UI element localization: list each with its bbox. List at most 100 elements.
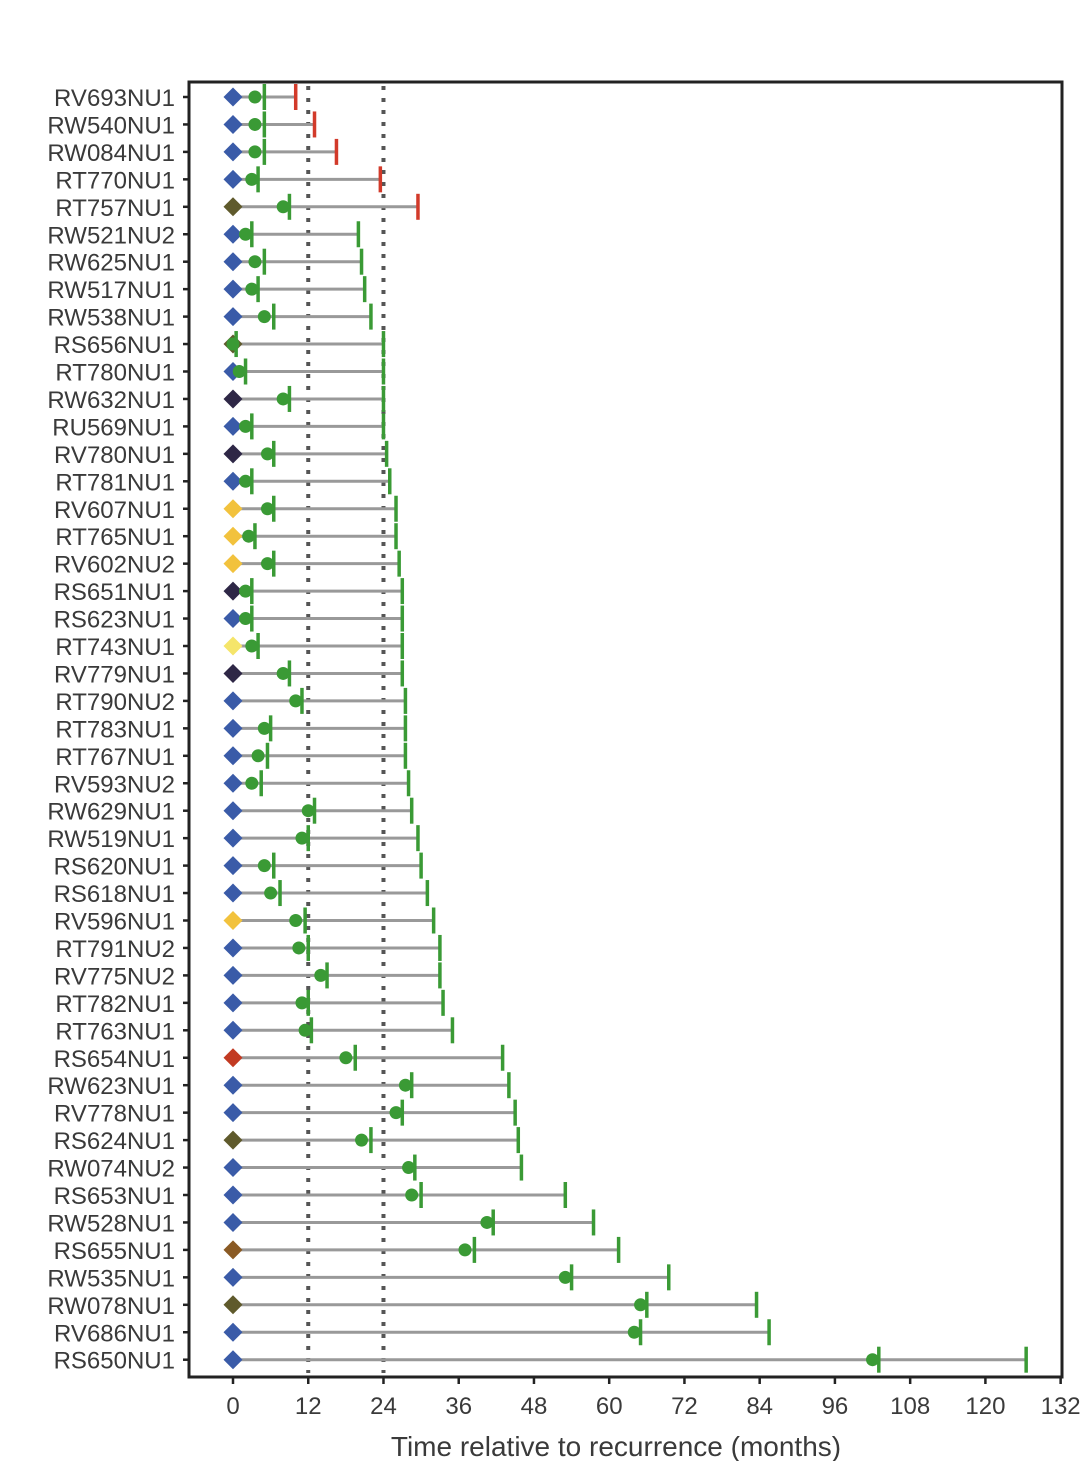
swimmer-row-RW521NU2: RW521NU2 bbox=[47, 221, 361, 249]
event-dot bbox=[257, 721, 271, 735]
event-dot bbox=[245, 776, 259, 790]
baseline-marker bbox=[223, 389, 243, 409]
row-label: RW517NU1 bbox=[47, 277, 175, 304]
baseline-marker bbox=[223, 1103, 243, 1123]
swimmer-row-RU569NU1: RU569NU1 bbox=[52, 413, 386, 441]
event-dot bbox=[239, 584, 253, 598]
swimmer-row-RT743NU1: RT743NU1 bbox=[55, 633, 405, 661]
row-label: RW625NU1 bbox=[47, 250, 175, 277]
event-dot bbox=[264, 886, 278, 900]
swimmer-row-RW629NU1: RW629NU1 bbox=[47, 797, 414, 826]
x-tick-label: 96 bbox=[822, 1393, 849, 1420]
swimmer-row-RS651NU1: RS651NU1 bbox=[54, 578, 405, 606]
baseline-marker bbox=[223, 801, 243, 821]
swimmer-row-RW528NU1: RW528NU1 bbox=[47, 1209, 596, 1237]
row-label: RV775NU2 bbox=[54, 963, 175, 990]
swimmer-row-RW519NU1: RW519NU1 bbox=[47, 825, 420, 853]
swimmer-row-RW538NU1: RW538NU1 bbox=[47, 303, 373, 332]
row-label: RU569NU1 bbox=[52, 414, 175, 441]
event-dot bbox=[301, 804, 315, 818]
baseline-marker bbox=[223, 1350, 243, 1370]
swimmer-row-RS623NU1: RS623NU1 bbox=[54, 605, 405, 634]
event-dot bbox=[276, 392, 290, 406]
row-label: RW535NU1 bbox=[47, 1265, 175, 1292]
event-dot bbox=[245, 172, 259, 186]
row-label: RV779NU1 bbox=[54, 661, 175, 688]
baseline-marker bbox=[223, 1322, 243, 1342]
baseline-marker bbox=[223, 1158, 243, 1178]
swimmer-row-RS624NU1: RS624NU1 bbox=[54, 1127, 521, 1155]
swimmer-row-RW625NU1: RW625NU1 bbox=[47, 248, 364, 277]
swimmer-row-RS620NU1: RS620NU1 bbox=[54, 852, 423, 881]
swimmer-row-RS655NU1: RS655NU1 bbox=[54, 1236, 621, 1265]
baseline-marker bbox=[223, 883, 243, 903]
x-tick-label: 108 bbox=[890, 1393, 930, 1420]
row-label: RV602NU2 bbox=[54, 552, 175, 579]
event-dot bbox=[292, 941, 306, 955]
row-label: RW078NU1 bbox=[47, 1293, 175, 1320]
event-dot bbox=[458, 1243, 472, 1257]
baseline-marker bbox=[223, 993, 243, 1013]
x-tick-label: 24 bbox=[370, 1393, 397, 1420]
baseline-marker bbox=[223, 416, 243, 436]
row-label: RV686NU1 bbox=[54, 1320, 175, 1347]
baseline-marker bbox=[223, 471, 243, 491]
event-dot bbox=[866, 1353, 880, 1367]
baseline-marker bbox=[223, 828, 243, 848]
event-dot bbox=[276, 666, 290, 680]
event-dot bbox=[314, 968, 328, 982]
baseline-marker bbox=[223, 142, 243, 162]
swimmer-row-RW084NU1: RW084NU1 bbox=[47, 138, 339, 167]
event-dot bbox=[480, 1215, 494, 1229]
event-dot bbox=[289, 694, 303, 708]
row-label: RS620NU1 bbox=[54, 854, 175, 881]
row-label: RS650NU1 bbox=[54, 1348, 175, 1375]
event-dot bbox=[558, 1270, 572, 1284]
swimmer-row-RT765NU1: RT765NU1 bbox=[55, 523, 398, 551]
row-label: RW623NU1 bbox=[47, 1073, 175, 1100]
baseline-marker bbox=[223, 444, 243, 464]
event-dot bbox=[405, 1188, 419, 1202]
x-tick-label: 84 bbox=[746, 1393, 773, 1420]
row-label: RW629NU1 bbox=[47, 799, 175, 826]
swimmer-row-RT780NU1: RT780NU1 bbox=[55, 358, 386, 387]
row-label: RT791NU2 bbox=[55, 936, 175, 963]
x-tick-label: 60 bbox=[596, 1393, 623, 1420]
baseline-marker bbox=[223, 554, 243, 574]
event-dot bbox=[248, 90, 262, 104]
row-label: RS651NU1 bbox=[54, 579, 175, 606]
row-label: RS624NU1 bbox=[54, 1128, 175, 1155]
swimmer-row-RT791NU2: RT791NU2 bbox=[55, 934, 442, 963]
event-dot bbox=[260, 447, 274, 461]
baseline-marker bbox=[223, 1048, 243, 1068]
swimmer-row-RS654NU1: RS654NU1 bbox=[54, 1044, 505, 1073]
swimmer-row-RV775NU2: RV775NU2 bbox=[54, 962, 442, 990]
event-dot bbox=[355, 1133, 369, 1147]
baseline-marker bbox=[223, 1267, 243, 1287]
row-label: RW519NU1 bbox=[47, 826, 175, 853]
swimmer-row-RT781NU1: RT781NU1 bbox=[55, 468, 392, 496]
event-dot bbox=[248, 255, 262, 269]
baseline-marker bbox=[223, 499, 243, 519]
event-dot bbox=[248, 145, 262, 159]
baseline-marker bbox=[223, 114, 243, 134]
row-label: RW540NU1 bbox=[47, 112, 175, 139]
baseline-marker bbox=[223, 663, 243, 683]
x-tick-label: 36 bbox=[445, 1393, 472, 1420]
baseline-marker bbox=[223, 691, 243, 711]
baseline-marker bbox=[223, 1185, 243, 1205]
x-tick-label: 120 bbox=[965, 1393, 1005, 1420]
row-label: RT767NU1 bbox=[55, 744, 175, 771]
x-tick-label: 132 bbox=[1041, 1393, 1081, 1420]
swimmer-row-RS618NU1: RS618NU1 bbox=[54, 880, 430, 908]
baseline-marker bbox=[223, 1020, 243, 1040]
event-dot bbox=[257, 859, 271, 873]
baseline-marker bbox=[223, 169, 243, 189]
swimmer-row-RV593NU2: RV593NU2 bbox=[54, 770, 411, 798]
row-label: RT770NU1 bbox=[55, 167, 175, 194]
event-dot bbox=[398, 1078, 412, 1092]
row-label: RW538NU1 bbox=[47, 305, 175, 332]
event-dot bbox=[239, 419, 253, 433]
swimmer-row-RV686NU1: RV686NU1 bbox=[54, 1319, 771, 1347]
event-dot bbox=[239, 227, 253, 241]
